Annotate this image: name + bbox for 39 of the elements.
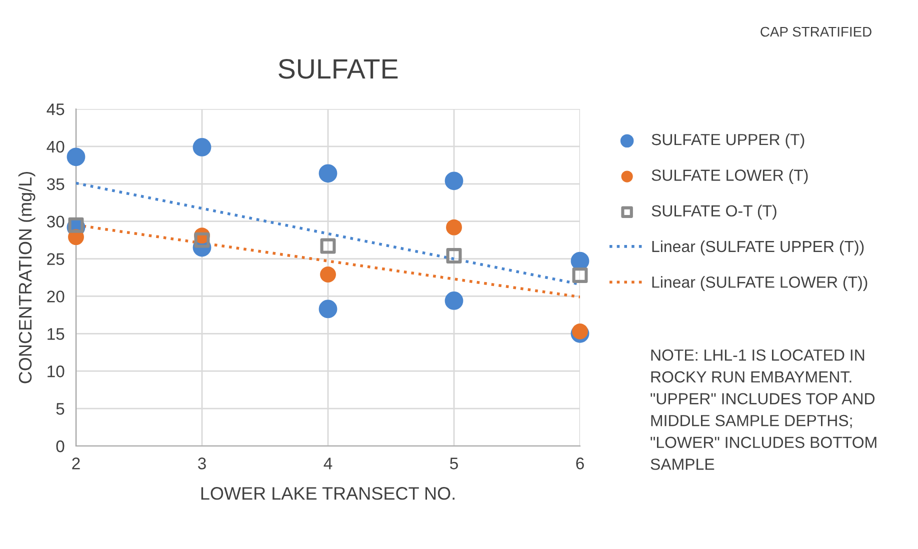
y-tick-label: 15 (48, 328, 64, 340)
y-tick-label: 10 (48, 366, 64, 378)
text: NOTE: LHL-1 IS LOCATED IN ROCKY RUN EMBAYMENT. "UPPER" INCLUDES TOP AND MIDDLE SAMPLE DEPTHS; "LOWER" INCLUDES BOTTOM SAMPLE (650, 349, 876, 470)
y-axis-title: CONCENTRATION (mg/L) (18, 172, 36, 384)
point (446, 219, 462, 236)
x-tick-label: 3 (198, 458, 206, 470)
y-tick-label: 0 (56, 440, 64, 452)
point (192, 138, 212, 156)
y-tick-label: 20 (47, 290, 64, 302)
point (572, 323, 588, 340)
legend-label: Linear (SULFATE UPPER (T)) (652, 240, 864, 256)
x-tick-label: 6 (576, 458, 584, 470)
y-tick-label: 35 (46, 178, 64, 190)
legend-label: Linear (SULFATE LOWER (T)) (652, 276, 868, 291)
point (444, 292, 464, 310)
point (320, 238, 336, 254)
point (194, 232, 210, 248)
x-tick-label: 2 (72, 458, 80, 470)
point (444, 172, 464, 190)
y-tick-label: 5 (56, 403, 64, 415)
x-tick-label: 5 (450, 458, 458, 470)
y-tick-label: 40 (46, 140, 64, 153)
legend-label: SULFATE UPPER (T) (652, 133, 804, 148)
point (320, 266, 336, 282)
point (68, 217, 84, 233)
x-tick-label: 4 (324, 458, 332, 470)
y-tick-label: 25 (47, 253, 64, 265)
point (572, 268, 588, 283)
point (318, 164, 338, 183)
x-axis-title: LOWER LAKE TRANSECT NO. (201, 487, 454, 500)
chart-title: SULFATE (278, 59, 398, 79)
point (66, 148, 86, 166)
y-tick-label: 45 (46, 104, 64, 116)
text: CAP STRATIFIED (760, 26, 872, 37)
point (318, 300, 338, 318)
legend-label: SULFATE O-T (T) (652, 204, 776, 220)
point (446, 248, 462, 264)
y-tick-label: 30 (46, 216, 64, 228)
legend-label: SULFATE LOWER (T) (652, 169, 808, 184)
